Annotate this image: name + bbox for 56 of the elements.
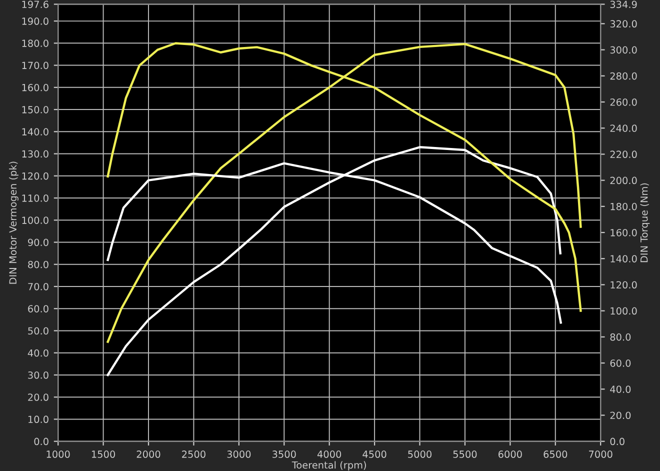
y2-tick-label: 100.0 [610, 307, 637, 315]
y2-tick-label: 0.0 [610, 438, 624, 446]
x-tick-label: 6000 [498, 450, 522, 458]
x-tick-label: 5000 [408, 450, 432, 458]
y-tick-label: 150.0 [22, 106, 48, 114]
x-tick-label: 1000 [46, 450, 70, 458]
x-tick-label: 3000 [227, 450, 251, 458]
y2-tick-label: 40.0 [610, 386, 631, 393]
x-tick-label: 6500 [544, 450, 568, 458]
y-tick-label: 100.0 [22, 216, 48, 224]
x-tick-label: 4500 [362, 450, 386, 458]
y-tick-label: 170.0 [22, 62, 48, 70]
y-tick-label: 20.0 [28, 394, 48, 401]
y2-tick-label: 260.0 [610, 98, 637, 106]
y2-tick-label: 200.0 [610, 176, 637, 184]
y-tick-label: 130.0 [22, 150, 48, 158]
y2-tick-label: 280.0 [610, 72, 637, 80]
y2-tick-label: 60.0 [610, 359, 631, 367]
y-tick-label: 80.0 [28, 260, 48, 268]
y-tick-label: 160.0 [22, 84, 48, 92]
y2-tick-label: 240.0 [610, 124, 637, 132]
y-tick-label: 140.0 [22, 128, 48, 136]
y-tick-label: 190.0 [22, 18, 48, 25]
y-tick-label: 10.0 [28, 416, 48, 424]
y-tick-label: 180.0 [22, 40, 48, 47]
y2-tick-label: 320.0 [610, 20, 637, 28]
y2-tick-label: 300.0 [610, 46, 637, 54]
y2-tick-label: 120.0 [610, 281, 637, 289]
y-tick-label: 30.0 [28, 371, 48, 379]
y2-tick-label: 334.9 [610, 0, 637, 8]
x-tick-label: 3500 [272, 450, 296, 458]
y-tick-label: 110.0 [22, 194, 48, 202]
x-axis-title: Toerental (rpm) [292, 461, 366, 471]
y2-tick-label: 20.0 [610, 412, 631, 420]
x-tick-label: 7000 [589, 450, 612, 458]
y2-axis-title: DIN Torque (Nm) [640, 183, 650, 262]
y-tick-label: 90.0 [28, 238, 48, 246]
y-tick-label: 120.0 [22, 172, 48, 180]
x-tick-label: 1500 [92, 450, 116, 458]
x-tick-label: 5500 [453, 450, 477, 458]
y-tick-label: 0.0 [34, 438, 48, 446]
y-tick-label: 197.6 [22, 0, 48, 8]
y2-tick-label: 180.0 [610, 202, 637, 210]
x-tick-label: 4000 [317, 450, 342, 458]
y-tick-label: 60.0 [28, 305, 48, 312]
y2-tick-label: 80.0 [610, 333, 631, 341]
x-tick-label: 2500 [182, 450, 206, 458]
y2-tick-label: 220.0 [610, 150, 637, 158]
y2-tick-label: 160.0 [610, 228, 637, 236]
y2-tick-label: 140.0 [610, 255, 637, 262]
x-tick-label: 2000 [136, 450, 160, 458]
y-tick-label: 70.0 [28, 282, 48, 290]
line-series [106, 146, 562, 376]
y-tick-label: 40.0 [28, 349, 48, 357]
y-axis-title: DIN Motor Vermogen (pk) [9, 162, 18, 284]
y-tick-label: 50.0 [28, 327, 48, 335]
